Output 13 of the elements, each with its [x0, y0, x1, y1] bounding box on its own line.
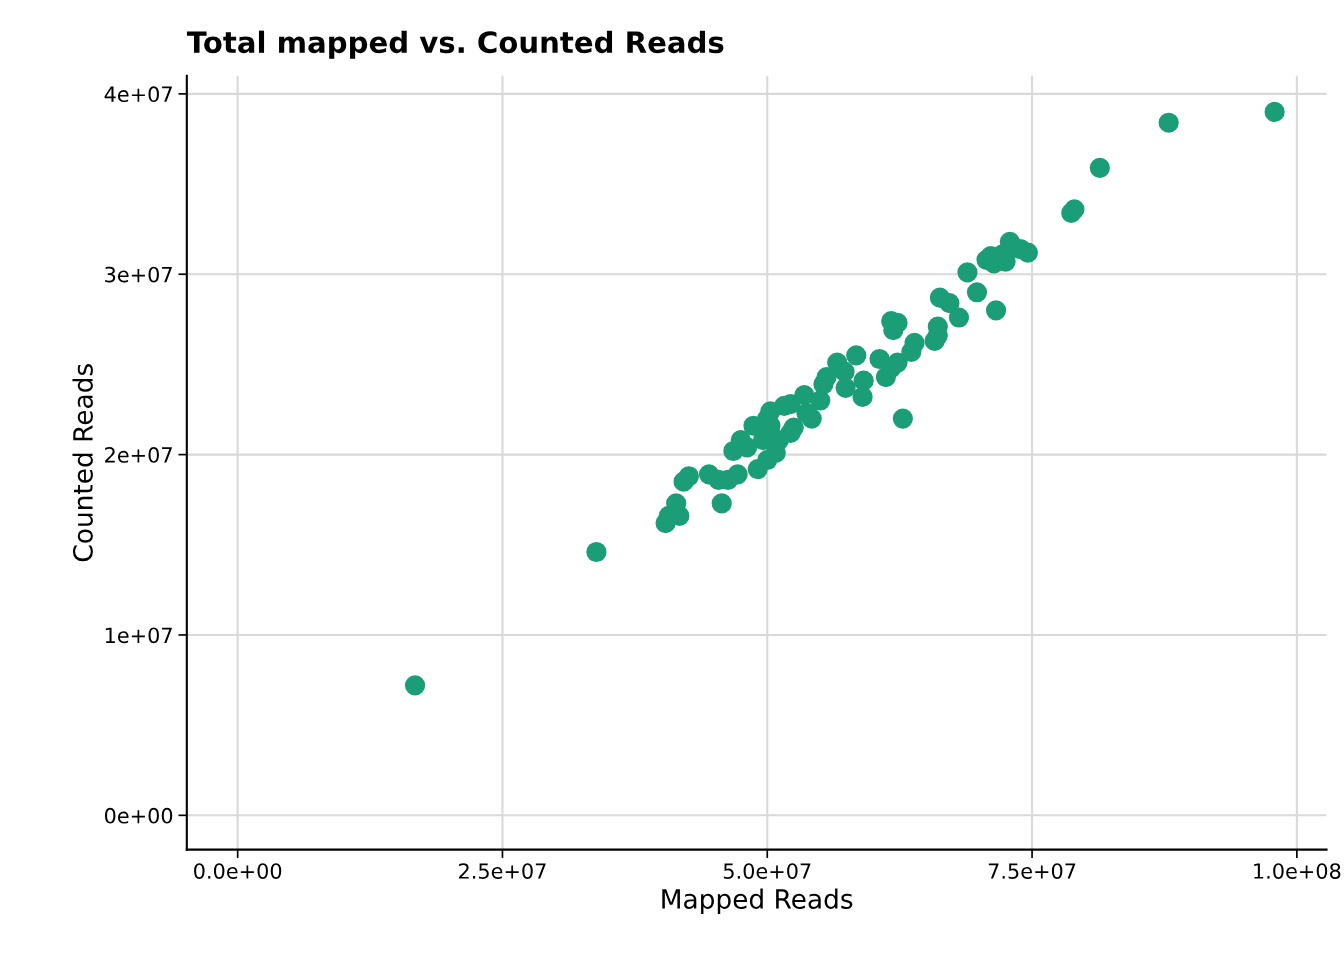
- x-axis-title: Mapped Reads: [662, 888, 853, 915]
- y-tick-label: 3e+07: [105, 266, 172, 283]
- y-tick-label: 4e+07: [104, 86, 172, 103]
- x-tick-label: 2.5e+07: [459, 863, 546, 879]
- y-tick-label: 2e+07: [105, 447, 172, 463]
- x-tick-label: 5.0e+07: [723, 863, 811, 879]
- chart-title: Total mapped vs. Counted Reads: [186, 30, 724, 59]
- x-tick-label: 7.5e+07: [988, 863, 1076, 879]
- y-axis-title: Counted Reads: [72, 364, 93, 562]
- y-tick-label: 0e+00: [104, 807, 173, 824]
- x-tick-label: 1.0e+08: [1254, 863, 1341, 879]
- x-tick-label: 0.0e+00: [194, 863, 282, 879]
- y-tick-label: 1e+07: [105, 627, 172, 644]
